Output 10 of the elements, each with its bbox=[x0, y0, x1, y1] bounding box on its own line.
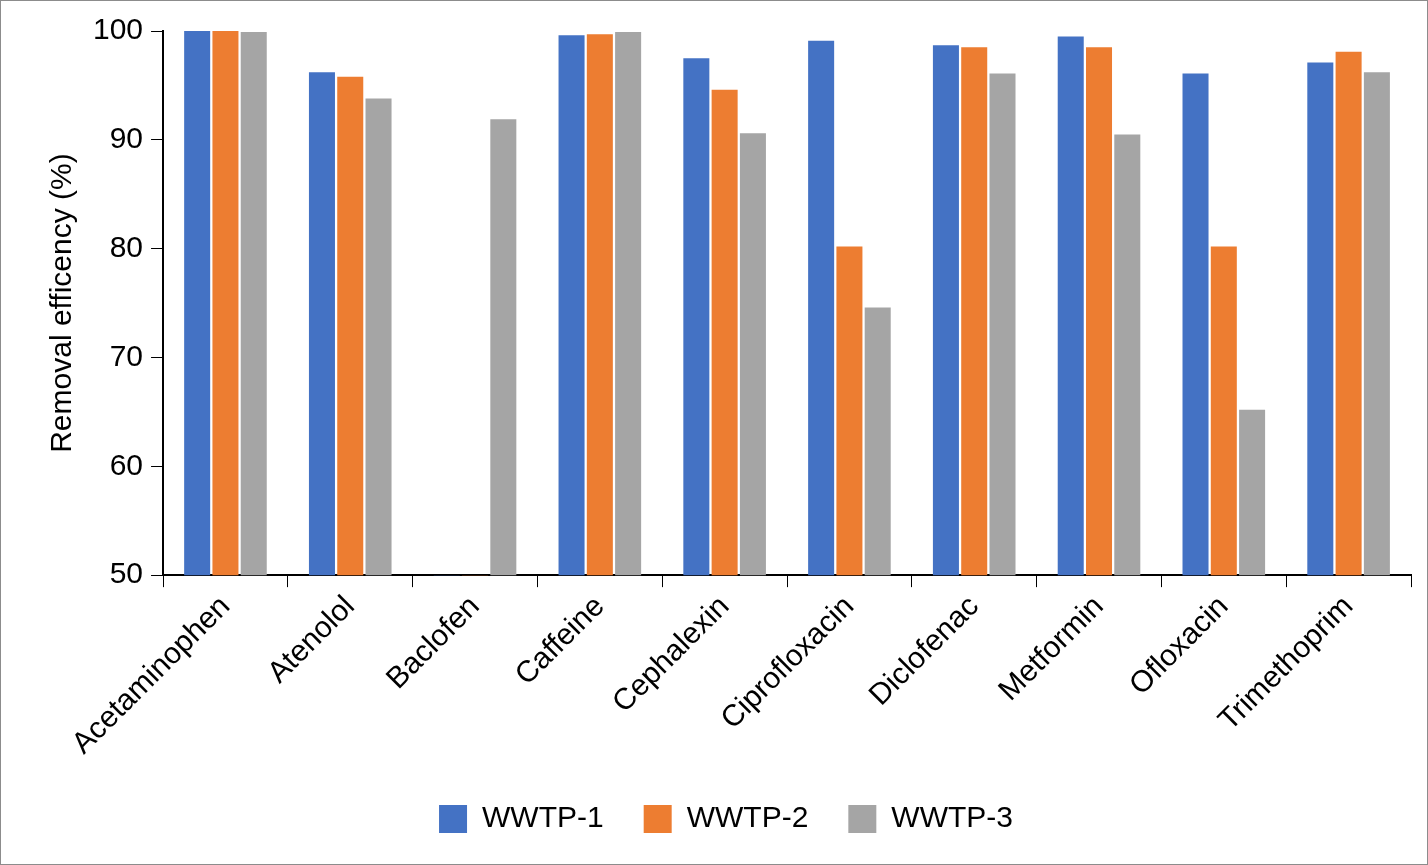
y-tick-label: 90 bbox=[109, 121, 144, 155]
legend-label: WWTP-1 bbox=[482, 800, 604, 834]
y-tick-label: 80 bbox=[109, 229, 144, 263]
y-tick-label: 60 bbox=[109, 447, 144, 481]
y-tick-label: 70 bbox=[109, 338, 144, 372]
legend-label: WWTP-2 bbox=[686, 800, 809, 834]
legend-label: WWTP-3 bbox=[891, 800, 1013, 834]
y-tick-label: 100 bbox=[92, 12, 144, 46]
y-tick-label: 50 bbox=[109, 556, 144, 590]
y-axis-title: Removal efficency (%) bbox=[44, 153, 78, 453]
